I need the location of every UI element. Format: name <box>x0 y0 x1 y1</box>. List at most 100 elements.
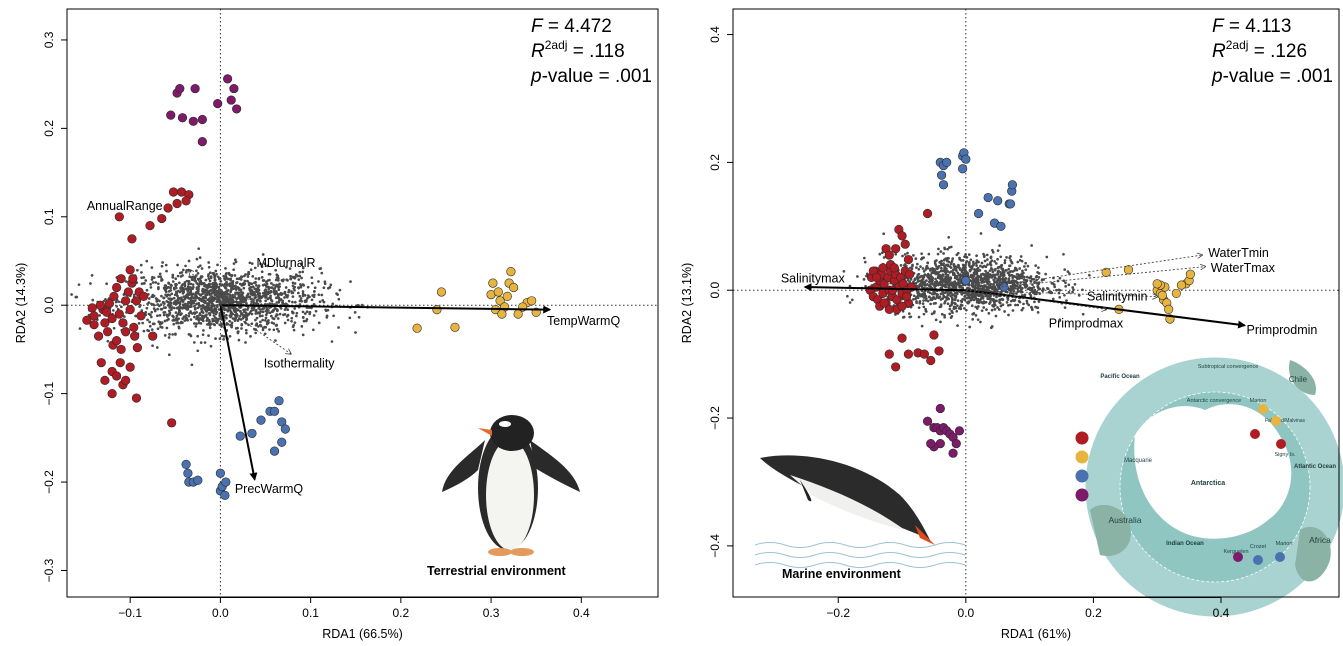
snp-point <box>176 312 180 316</box>
sample-point <box>116 274 126 284</box>
snp-point <box>201 333 205 337</box>
snp-point <box>975 298 979 302</box>
snp-point <box>195 310 198 314</box>
map-label: Atlantic Ocean <box>1294 464 1336 470</box>
snp-point <box>918 301 922 304</box>
snp-point <box>177 301 181 305</box>
snp-point <box>983 259 987 263</box>
snp-point <box>268 272 272 276</box>
sample-point <box>181 459 191 469</box>
snp-point <box>293 307 297 310</box>
snp-point <box>946 247 949 251</box>
snp-point <box>931 271 935 274</box>
snp-point <box>293 276 297 280</box>
snp-point <box>224 290 228 294</box>
snp-point <box>147 312 151 316</box>
snp-point <box>174 292 178 296</box>
snp-point <box>123 315 126 318</box>
snp-point <box>240 275 244 279</box>
snp-point <box>156 314 159 318</box>
snp-point <box>181 300 185 304</box>
snp-point <box>174 311 178 315</box>
snp-point <box>203 301 207 305</box>
snp-point <box>301 292 305 296</box>
snp-point <box>975 272 979 276</box>
snp-point <box>138 303 142 307</box>
snp-point <box>142 329 146 333</box>
snp-point <box>957 273 961 277</box>
snp-point <box>206 298 210 302</box>
sample-point <box>190 83 200 94</box>
snp-point <box>148 320 151 324</box>
sample-point <box>121 296 131 306</box>
snp-point <box>255 283 258 287</box>
snp-point <box>228 284 232 288</box>
sample-point <box>220 490 230 500</box>
snp-point <box>212 319 216 322</box>
snp-point <box>997 275 1001 279</box>
snp-point <box>969 265 972 269</box>
sample-point <box>226 95 236 105</box>
snp-point <box>145 288 149 292</box>
snp-point <box>198 256 202 259</box>
snp-point <box>218 300 222 304</box>
snp-point <box>229 315 232 319</box>
snp-point <box>145 306 149 310</box>
snp-point <box>250 262 254 265</box>
snp-point <box>245 318 248 322</box>
snp-point <box>177 321 180 325</box>
snp-point <box>1033 288 1037 292</box>
snp-point <box>960 268 964 272</box>
snp-point <box>222 311 226 315</box>
snp-point <box>188 291 192 294</box>
snp-point <box>245 296 248 300</box>
snp-point <box>975 264 978 267</box>
snp-point <box>943 313 946 317</box>
snp-point <box>164 284 168 287</box>
y-tick-label: 0.3 <box>42 31 56 48</box>
snp-point <box>171 280 175 283</box>
snp-point <box>1011 298 1015 302</box>
snp-point <box>257 277 261 280</box>
snp-point <box>225 271 228 275</box>
snp-point <box>278 285 281 288</box>
snp-point <box>142 276 146 279</box>
snp-point <box>291 325 295 329</box>
snp-point <box>969 258 973 262</box>
snp-point <box>318 300 322 304</box>
snp-point <box>911 297 915 301</box>
snp-point <box>921 267 925 270</box>
snp-point <box>193 315 196 319</box>
sample-point <box>177 113 188 123</box>
snp-point <box>991 250 995 254</box>
snp-point <box>240 323 244 327</box>
snp-point <box>191 283 195 286</box>
snp-point <box>303 293 307 297</box>
snp-point <box>951 257 955 260</box>
sample-point <box>163 203 173 213</box>
snp-point <box>990 276 994 279</box>
snp-point <box>1000 272 1003 276</box>
snp-point <box>251 291 255 295</box>
snp-point <box>929 277 933 281</box>
snp-point <box>244 328 248 332</box>
sample-point <box>121 327 131 337</box>
snp-point <box>963 294 967 298</box>
snp-point <box>1067 291 1071 294</box>
snp-point <box>992 278 996 282</box>
sample-point <box>277 437 287 447</box>
stat-f: F = 4.113 <box>1212 16 1291 37</box>
snp-point <box>300 299 304 303</box>
caption-background <box>418 556 616 584</box>
snp-point <box>971 318 975 321</box>
vector-label: TempWarmQ <box>547 314 620 328</box>
sample-point <box>93 331 104 341</box>
snp-point <box>916 280 920 283</box>
snp-point <box>992 282 995 286</box>
snp-point <box>90 274 94 277</box>
sample-point <box>884 250 894 260</box>
snp-point <box>980 301 983 304</box>
snp-point <box>919 274 923 278</box>
snp-point <box>348 316 352 320</box>
sample-point <box>145 221 155 231</box>
